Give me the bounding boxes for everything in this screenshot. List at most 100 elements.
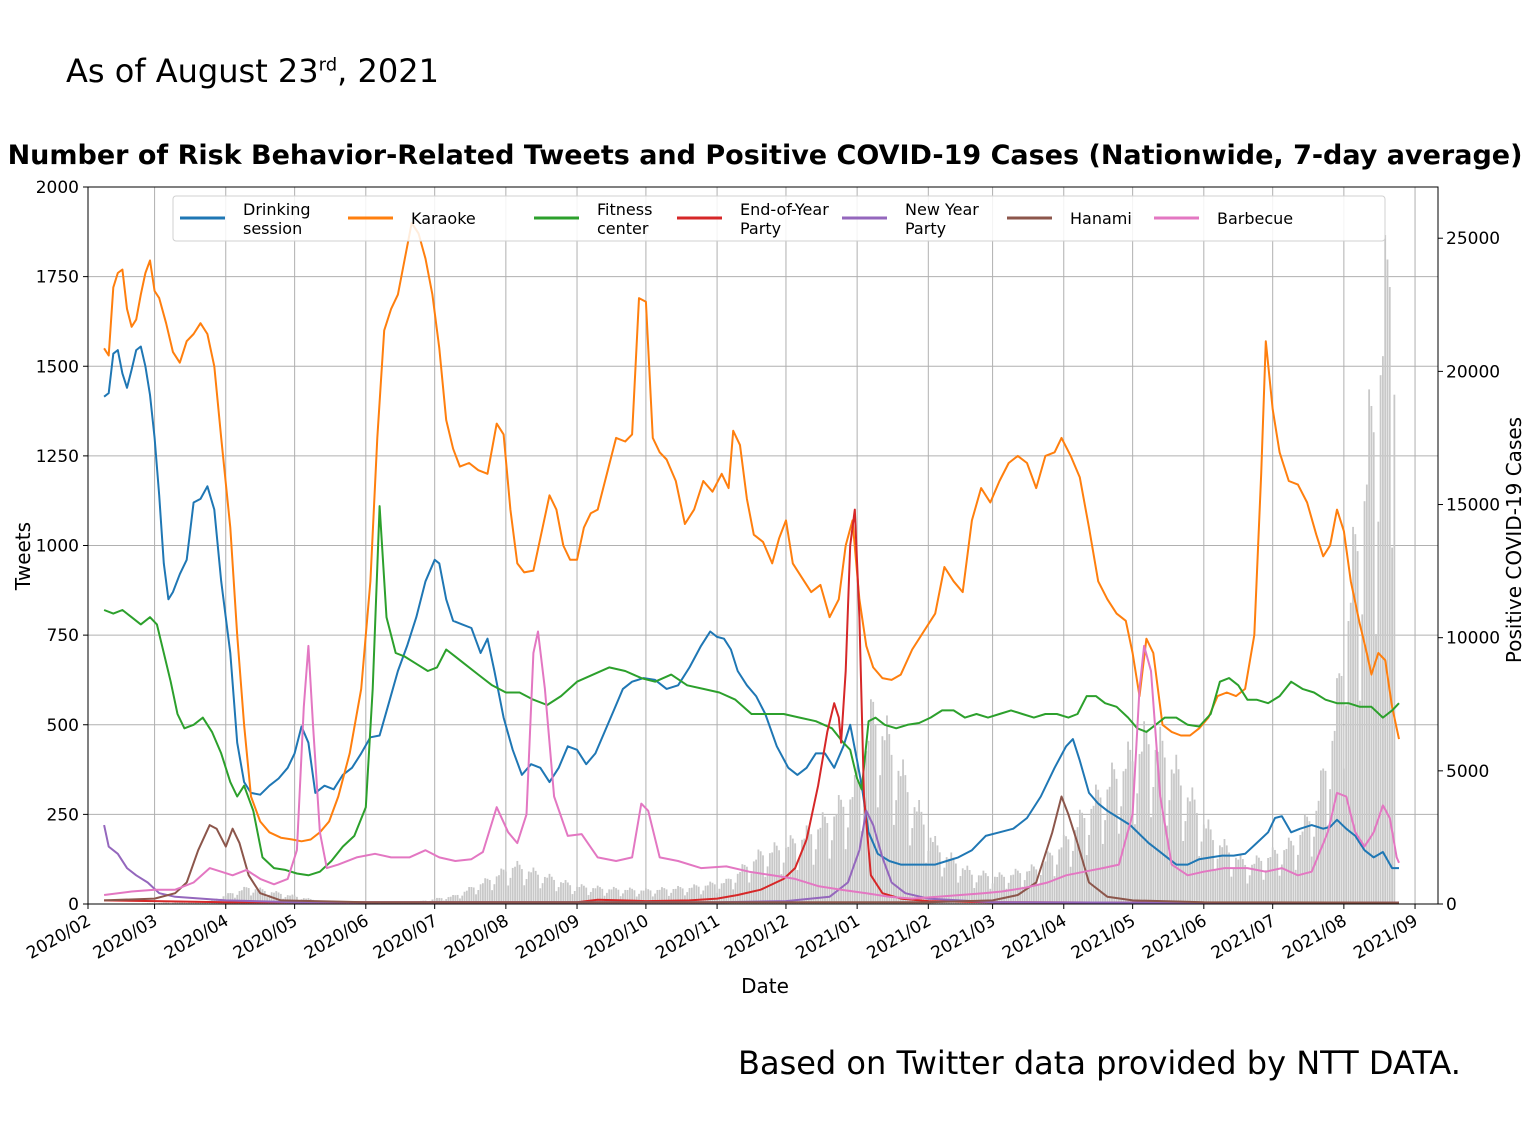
case-bar (879, 775, 881, 904)
axes: 0250500750100012501500175020000500010000… (23, 178, 1500, 964)
case-bar (351, 902, 353, 904)
case-bar (201, 902, 204, 904)
case-bar (1113, 769, 1116, 904)
case-bar (649, 890, 652, 904)
case-bar (881, 736, 884, 904)
case-bar (1258, 857, 1260, 904)
case-bar (1090, 808, 1093, 904)
case-bar (521, 869, 523, 904)
case-bar (968, 870, 971, 904)
case-bar (1365, 484, 1368, 904)
case-bar (1138, 754, 1141, 904)
case-bar (569, 885, 572, 904)
y-axis-label: Tweets (11, 522, 35, 591)
case-bar (410, 902, 413, 904)
case-bar (771, 852, 774, 904)
x-tick-label: 2021/08 (1279, 911, 1350, 964)
case-bar (1241, 859, 1244, 904)
case-bar (849, 799, 852, 904)
case-bar (383, 902, 386, 904)
case-bar (1276, 853, 1279, 904)
case-bar (1099, 797, 1102, 904)
case-bar (486, 878, 489, 904)
case-bar (711, 882, 714, 904)
case-bar (615, 888, 617, 904)
case-bar (840, 799, 842, 904)
case-bar (743, 864, 746, 904)
case-bar (344, 902, 347, 904)
case-bar (773, 842, 776, 904)
case-bar (1340, 675, 1343, 904)
case-bar (436, 897, 438, 904)
case-bar (895, 800, 898, 904)
case-bar (601, 888, 604, 904)
case-bar (1053, 876, 1056, 904)
case-bar (534, 870, 537, 904)
case-bar (1214, 869, 1217, 904)
case-bar (1072, 850, 1074, 904)
case-bar (1255, 855, 1258, 904)
y-tick-label: 2000 (36, 178, 79, 198)
case-bar (661, 887, 663, 904)
case-bar (530, 872, 533, 904)
case-bar (658, 889, 661, 904)
case-bar (927, 850, 930, 904)
case-bar (583, 885, 585, 904)
case-bar (727, 878, 730, 904)
x-tick-label: 2020/08 (441, 911, 512, 964)
case-bar (1315, 810, 1318, 904)
case-bar (810, 834, 813, 904)
case-bar (539, 888, 542, 904)
case-bar (842, 806, 845, 904)
x-tick-label: 2021/06 (1139, 911, 1210, 964)
case-bar (1212, 840, 1214, 904)
case-bar (987, 876, 989, 904)
case-bar (702, 890, 705, 904)
case-bar (1388, 287, 1391, 904)
legend-label: Drinking (243, 200, 311, 219)
case-bar (936, 845, 939, 904)
case-bar (1065, 836, 1067, 904)
case-bar (573, 891, 576, 904)
case-bar (663, 888, 666, 904)
case-bar (1235, 857, 1237, 904)
case-bar (750, 873, 753, 904)
case-bar (231, 893, 234, 904)
case-bar (1193, 799, 1196, 904)
case-bar (693, 884, 696, 904)
case-bar (509, 877, 512, 904)
case-bar (897, 770, 900, 904)
case-bar (1060, 847, 1063, 904)
case-bar (465, 890, 468, 904)
case-bar (1251, 864, 1253, 904)
case-bar (1005, 888, 1008, 904)
case-bar (275, 891, 278, 904)
case-bar (1228, 852, 1230, 904)
case-bar (461, 895, 464, 904)
case-bar (1223, 839, 1226, 904)
case-bar (833, 816, 836, 904)
case-bar (656, 889, 659, 904)
case-bar (610, 889, 613, 904)
case-bar (681, 888, 684, 904)
case-bar (626, 890, 629, 904)
case-bar (247, 888, 250, 904)
case-bar (752, 861, 755, 904)
case-bar (1150, 817, 1152, 904)
case-bar (1161, 740, 1164, 904)
case-bar (704, 885, 707, 904)
case-bar (874, 724, 877, 904)
case-bar (1370, 405, 1373, 904)
case-bar (495, 876, 498, 904)
x-tick-label: 2021/02 (864, 911, 935, 964)
case-bar (902, 759, 904, 904)
case-bar (844, 849, 847, 904)
case-bar (1145, 730, 1148, 904)
case-bar (1322, 768, 1325, 904)
case-bar (564, 880, 567, 904)
case-bar (472, 887, 475, 904)
case-bar (1106, 789, 1109, 904)
case-bar (1078, 809, 1081, 904)
case-bar (631, 888, 634, 904)
